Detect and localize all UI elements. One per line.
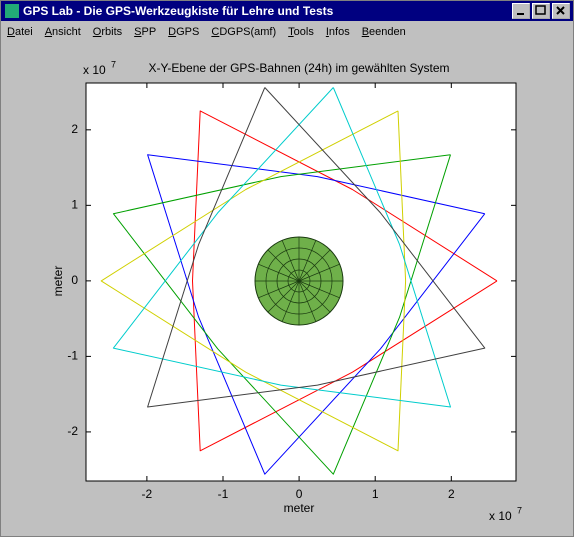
x-axis-label: meter — [284, 501, 315, 515]
y-axis-label: meter — [51, 266, 65, 297]
window: GPS Lab - Die GPS-Werkzeugkiste für Lehr… — [0, 0, 574, 537]
plot-title: X-Y-Ebene der GPS-Bahnen (24h) im gewähl… — [148, 61, 449, 75]
y-tick-label: -2 — [67, 424, 78, 438]
y-exponent-base: x 10 — [83, 63, 106, 77]
title-bar: GPS Lab - Die GPS-Werkzeugkiste für Lehr… — [1, 1, 573, 21]
x-tick-label: 2 — [448, 487, 455, 501]
earth-globe — [255, 237, 343, 325]
x-exponent-base: x 10 — [489, 509, 512, 523]
menu-item[interactable]: DGPS — [162, 26, 205, 38]
close-button[interactable] — [552, 3, 570, 19]
minimize-button[interactable] — [512, 3, 530, 19]
window-title: GPS Lab - Die GPS-Werkzeugkiste für Lehr… — [23, 4, 333, 18]
x-tick-label: -2 — [142, 487, 153, 501]
x-tick-label: 1 — [372, 487, 379, 501]
menu-item[interactable]: Datei — [1, 26, 39, 38]
window-buttons — [512, 3, 570, 19]
menu-item[interactable]: Infos — [320, 26, 356, 38]
maximize-button[interactable] — [532, 3, 550, 19]
menu-item[interactable]: Tools — [282, 26, 320, 38]
x-tick-label: 0 — [296, 487, 303, 501]
y-tick-label: 1 — [71, 198, 78, 212]
x-exponent-power: 7 — [517, 505, 522, 515]
x-tick-label: -1 — [218, 487, 229, 501]
y-tick-label: -1 — [67, 349, 78, 363]
app-icon — [5, 4, 19, 18]
y-tick-label: 0 — [71, 273, 78, 287]
menu-item[interactable]: Ansicht — [39, 26, 87, 38]
y-exponent-power: 7 — [111, 59, 116, 69]
menu-item[interactable]: SPP — [128, 26, 162, 38]
menu-item[interactable]: Beenden — [356, 26, 412, 38]
menu-item[interactable]: Orbits — [87, 26, 128, 38]
y-tick-label: 2 — [71, 122, 78, 136]
figure: X-Y-Ebene der GPS-Bahnen (24h) im gewähl… — [1, 43, 573, 536]
menu-item[interactable]: CDGPS(amf) — [205, 26, 282, 38]
